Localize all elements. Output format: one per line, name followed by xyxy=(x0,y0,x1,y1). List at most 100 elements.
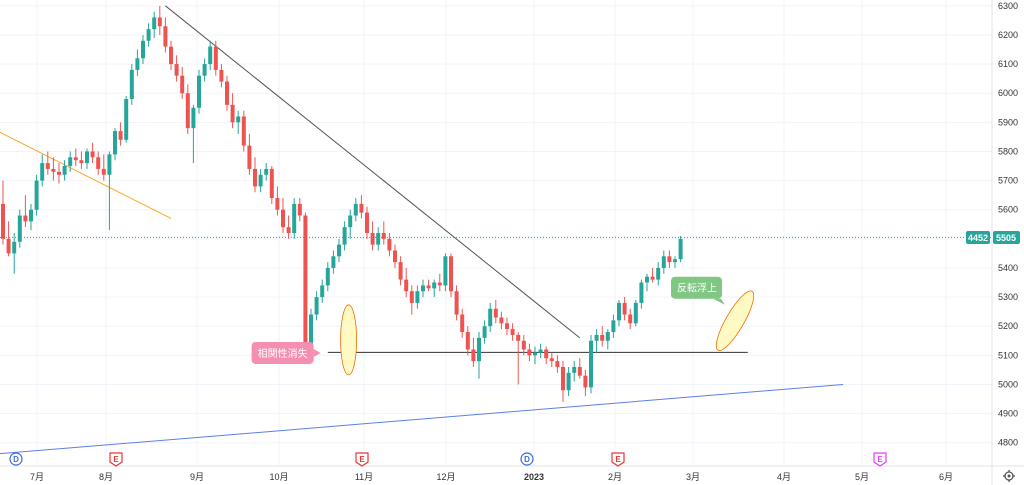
candle-body xyxy=(544,349,549,359)
candle-body xyxy=(236,116,241,123)
candle-body xyxy=(617,302,621,321)
y-axis-ticks: 6300620061006000590058005700560055005400… xyxy=(998,1,1018,448)
candle-body xyxy=(29,209,33,222)
y-tick-label: 5600 xyxy=(998,205,1018,215)
annotation-pointer-2 xyxy=(713,298,725,305)
event-badge-label: E xyxy=(359,455,365,464)
candle-body xyxy=(68,157,73,167)
event-badge[interactable]: D xyxy=(520,452,534,466)
annotation-label-1: 相関性消失 xyxy=(258,347,308,360)
event-badge[interactable]: E xyxy=(109,452,123,467)
candle-body xyxy=(667,256,672,263)
x-tick-label: 6月 xyxy=(939,472,953,482)
candle xyxy=(348,209,353,239)
candle xyxy=(269,166,274,204)
downtrend-line xyxy=(165,5,581,339)
candle-body xyxy=(622,302,627,315)
candle xyxy=(34,174,39,216)
candle-body xyxy=(639,282,644,303)
x-tick-label: 12月 xyxy=(436,472,455,482)
candle-body xyxy=(577,366,582,376)
event-badge-label: E xyxy=(877,455,883,464)
candle-body xyxy=(303,215,308,344)
candle xyxy=(465,326,470,356)
candle-body xyxy=(527,349,532,356)
candle xyxy=(566,366,571,397)
event-badge[interactable]: E xyxy=(873,452,887,467)
candle-body xyxy=(555,361,560,367)
y-tick-label: 6200 xyxy=(998,30,1018,40)
event-badge-label: E xyxy=(615,455,621,464)
y-tick-label: 4900 xyxy=(998,409,1018,419)
candle-body xyxy=(225,81,229,105)
candles xyxy=(1,5,683,402)
candle-body xyxy=(275,198,280,210)
candle-body xyxy=(365,212,369,233)
candle xyxy=(197,69,201,114)
candle-body xyxy=(398,262,403,280)
candle xyxy=(107,151,112,231)
candle-body xyxy=(230,104,235,123)
candle xyxy=(320,279,325,303)
candle-body xyxy=(566,372,571,391)
candle xyxy=(169,40,173,70)
candle-body xyxy=(650,276,655,280)
y-tick-label: 4800 xyxy=(998,438,1018,448)
blue-uptrend-line xyxy=(0,383,844,455)
candle xyxy=(645,273,649,292)
candle-body xyxy=(561,366,565,391)
candle xyxy=(639,279,644,309)
annotation-pointer-1 xyxy=(313,348,321,357)
candle-body xyxy=(538,349,543,353)
candle xyxy=(505,317,509,335)
candle-body xyxy=(258,174,263,187)
candle xyxy=(488,302,493,333)
event-badge[interactable]: D xyxy=(9,452,23,466)
trendlines xyxy=(0,5,844,455)
candle-body xyxy=(387,238,392,251)
candle-body xyxy=(197,75,201,108)
candle xyxy=(258,168,263,193)
candle-body xyxy=(432,282,437,289)
x-tick-label: 11月 xyxy=(355,472,373,482)
event-badge[interactable]: E xyxy=(355,452,369,467)
candle xyxy=(1,180,5,245)
candle xyxy=(247,133,252,175)
candle xyxy=(449,253,453,298)
candle-body xyxy=(62,166,67,175)
x-tick-label: 2023 xyxy=(524,472,544,482)
y-tick-label: 5100 xyxy=(998,350,1018,360)
candle-body xyxy=(309,314,313,344)
y-tick-label: 6000 xyxy=(998,88,1018,98)
orange-trendline xyxy=(0,131,172,219)
y-tick-label: 5400 xyxy=(998,263,1018,273)
candle-body xyxy=(325,267,330,286)
candle-body xyxy=(393,250,397,263)
candle-body xyxy=(572,366,577,373)
candle-body xyxy=(45,163,50,169)
candle xyxy=(40,154,45,187)
candle-body xyxy=(107,154,112,175)
candle xyxy=(79,151,84,169)
settings-gear-icon[interactable] xyxy=(1003,470,1015,482)
candle-body xyxy=(269,168,274,199)
y-tick-label: 5800 xyxy=(998,146,1018,156)
candle xyxy=(415,285,420,309)
candle-body xyxy=(443,256,448,286)
candle xyxy=(376,227,381,251)
x-tick-label: 5月 xyxy=(855,472,869,482)
candle-body xyxy=(600,334,605,341)
candle xyxy=(605,329,610,350)
candle xyxy=(62,160,67,181)
candle-body xyxy=(348,215,353,228)
candle xyxy=(365,206,369,239)
current-price-tag xyxy=(993,231,1020,244)
x-tick-label: 9月 xyxy=(190,472,204,482)
annotations: 相関性消失 反転浮上 xyxy=(251,276,755,376)
candle-body xyxy=(185,93,190,129)
candle xyxy=(477,332,481,379)
candle-body xyxy=(129,69,134,100)
candle xyxy=(191,104,196,164)
event-badge[interactable]: E xyxy=(611,452,625,467)
